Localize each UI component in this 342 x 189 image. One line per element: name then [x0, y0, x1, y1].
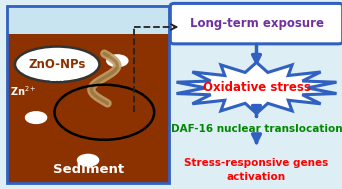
Text: ZnO-NPs: ZnO-NPs — [28, 58, 86, 71]
Text: DAF-16 nuclear translocation: DAF-16 nuclear translocation — [171, 125, 342, 134]
Circle shape — [26, 112, 47, 123]
Text: Stress-responsive genes: Stress-responsive genes — [184, 158, 329, 167]
Text: activation: activation — [227, 172, 286, 182]
FancyBboxPatch shape — [170, 3, 342, 44]
Circle shape — [78, 154, 98, 166]
FancyBboxPatch shape — [7, 6, 169, 34]
Text: Zn$^{2+}$: Zn$^{2+}$ — [49, 70, 75, 84]
Text: Sediment: Sediment — [53, 163, 123, 176]
Polygon shape — [176, 62, 337, 113]
Text: Long-term exposure: Long-term exposure — [189, 17, 324, 30]
Ellipse shape — [15, 46, 100, 82]
FancyBboxPatch shape — [7, 34, 169, 183]
Circle shape — [107, 55, 128, 67]
Text: Zn$^{2+}$: Zn$^{2+}$ — [10, 84, 36, 98]
Text: Oxidative stress: Oxidative stress — [202, 81, 311, 94]
